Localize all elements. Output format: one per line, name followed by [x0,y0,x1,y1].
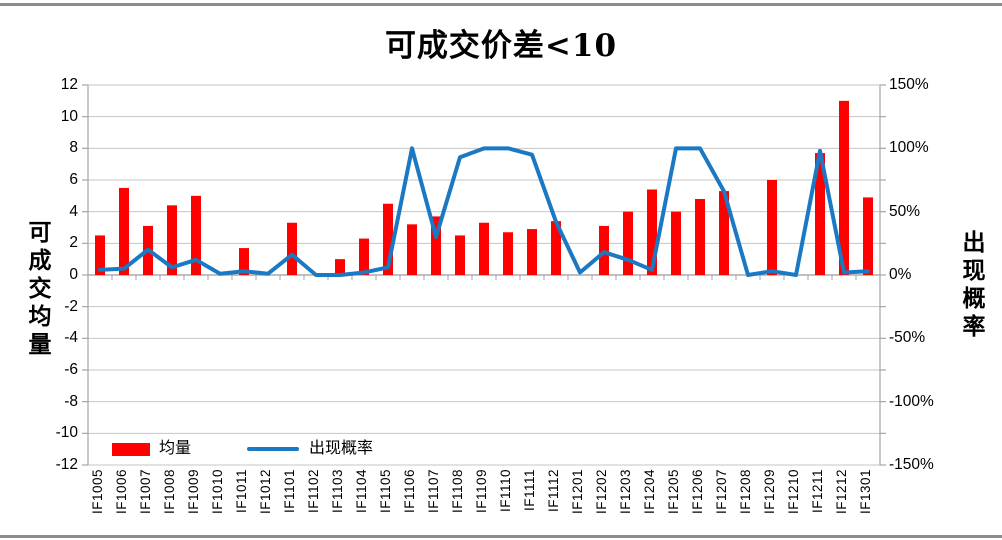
left-axis-tick-label: -10 [55,424,78,442]
category-label-IF1211: IF1211 [810,469,825,514]
category-label-IF1212: IF1212 [834,469,849,515]
left-axis-tick-label: 10 [60,107,78,125]
bar-IF1105 [383,203,393,275]
bar-IF1104 [359,238,369,275]
bar-IF1203 [623,211,633,275]
left-axis-tick-label: 4 [69,202,78,220]
category-label-IF1101: IF1101 [282,469,297,514]
left-axis-tick-label: -8 [64,392,78,410]
category-label-IF1012: IF1012 [258,469,273,515]
bar-IF1005 [95,235,105,275]
bar-IF1301 [863,197,873,275]
category-label-IF1108: IF1108 [450,469,465,514]
left-axis-tick-label: -2 [64,297,78,315]
category-label-IF1202: IF1202 [594,469,609,515]
bar-IF1110 [503,232,513,275]
bar-IF1008 [167,205,177,275]
category-label-IF1010: IF1010 [210,469,225,515]
right-axis-tick-label: 50% [889,202,921,220]
right-axis-tick-label: 0% [889,266,912,283]
left-axis-title: 可成交均量 [24,220,51,360]
category-label-IF1009: IF1009 [186,469,201,515]
left-axis-tick-label: -6 [64,361,78,378]
category-label-IF1209: IF1209 [762,469,777,515]
left-axis-tick-label: 2 [69,234,78,252]
left-axis-tick-label: 8 [69,139,78,157]
legend: 均量 出现概率 [112,440,373,458]
bar-IF1206 [695,199,705,275]
left-axis-tick-label: 0 [69,266,78,283]
bar-IF1112 [551,221,561,275]
category-label-IF1301: IF1301 [858,469,873,515]
right-axis-tick-label: -150% [889,456,934,473]
category-label-IF1112: IF1112 [546,469,561,513]
legend-bar-swatch [112,442,150,456]
category-label-IF1204: IF1204 [642,469,657,515]
category-label-IF1005: IF1005 [90,469,105,515]
bar-IF1011 [239,248,249,275]
bar-IF1109 [479,222,489,275]
bar-IF1006 [119,187,129,275]
category-label-IF1110: IF1110 [498,469,513,513]
bar-IF1103 [335,259,345,275]
category-label-IF1206: IF1206 [690,469,705,515]
legend-label-line-series: 出现概率 [309,440,374,457]
category-label-IF1106: IF1106 [402,469,417,514]
bar-IF1108 [455,235,465,275]
bar-IF1107 [431,216,441,275]
category-label-IF1203: IF1203 [618,469,633,515]
left-axis-tick-label: -12 [55,456,78,473]
probability-line [98,146,870,277]
right-axis-tick-label: -100% [889,392,934,410]
right-axis-title: 出现概率 [958,230,985,342]
left-axis-tick-label: 6 [69,171,78,188]
category-label-IF1007: IF1007 [138,469,153,515]
bar-IF1111 [527,229,537,275]
legend-line-swatch [247,447,300,451]
right-axis-tick-label: -50% [889,329,926,347]
category-label-IF1107: IF1107 [426,469,441,514]
bar-IF1106 [407,224,417,275]
legend-label-bar-series: 均量 [159,440,192,457]
window-top-border [0,3,1002,6]
right-axis-tick-label: 100% [889,139,929,157]
category-label-IF1104: IF1104 [354,469,369,514]
bar-IF1209 [767,180,777,275]
left-axis-tick-label: 12 [60,76,78,93]
category-label-IF1103: IF1103 [330,469,345,514]
category-label-IF1006: IF1006 [114,469,129,515]
category-label-IF1105: IF1105 [378,469,393,514]
category-label-IF1205: IF1205 [666,469,681,515]
bar-IF1211 [815,153,825,275]
chart-title: 可成交价差<10 [384,28,618,64]
category-label-IF1011: IF1011 [234,469,249,514]
category-label-IF1208: IF1208 [738,469,753,515]
category-label-IF1201: IF1201 [570,469,585,515]
window-bottom-border [0,535,1002,538]
category-label-IF1111: IF1111 [522,469,537,512]
bar-IF1205 [671,211,681,275]
category-label-IF1008: IF1008 [162,469,177,515]
category-label-IF1109: IF1109 [474,469,489,514]
category-label-IF1207: IF1207 [714,469,729,515]
category-label-IF1102: IF1102 [306,469,321,514]
bar-IF1204 [647,189,657,275]
bar-IF1101 [287,222,297,275]
category-label-IF1210: IF1210 [786,469,801,515]
left-axis-tick-label: -4 [64,329,78,347]
bar-IF1212 [839,100,849,275]
right-axis-tick-label: 150% [889,76,929,93]
bar-IF1207 [719,191,729,275]
bar-IF1009 [191,195,201,275]
